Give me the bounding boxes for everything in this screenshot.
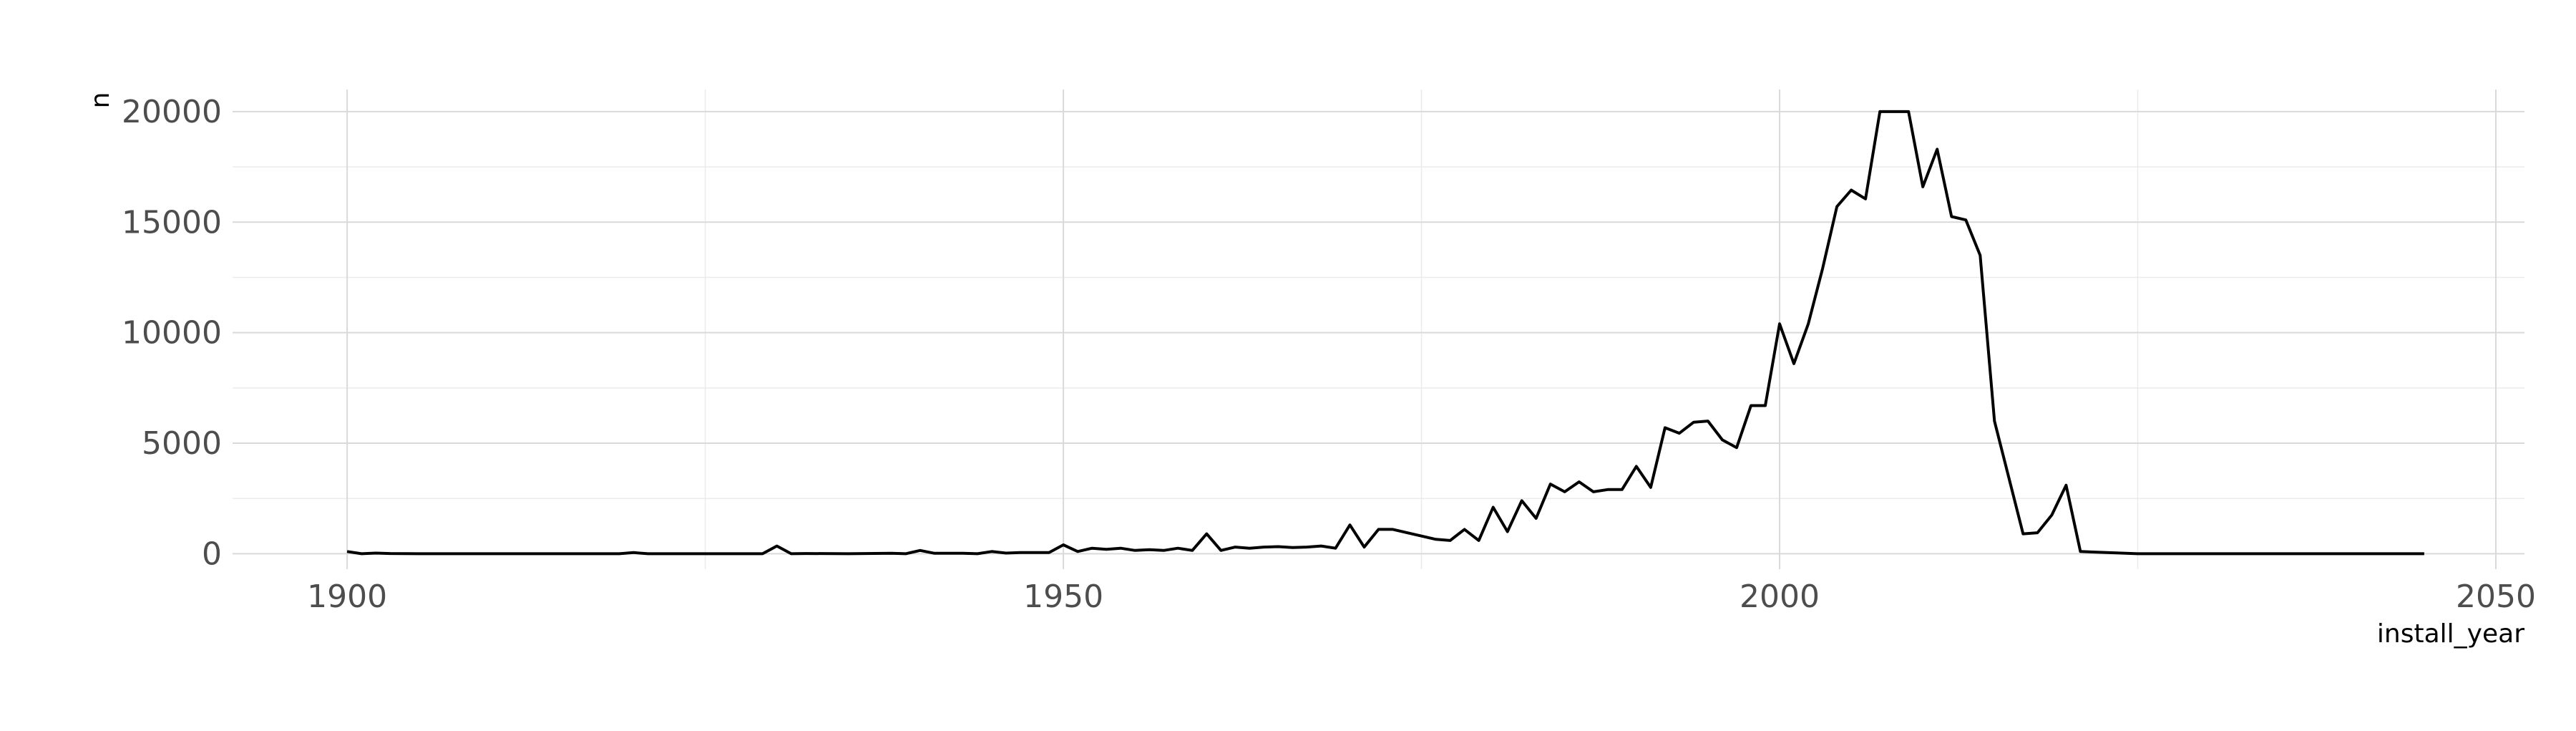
y-tick-label: 15000 (122, 204, 222, 241)
minor-gridlines (233, 89, 2524, 569)
x-tick-label: 2050 (2456, 578, 2536, 615)
y-tick-label: 20000 (122, 94, 222, 130)
x-tick-label: 1900 (307, 578, 387, 615)
x-tick-label: 2000 (1740, 578, 1820, 615)
x-axis-title: install_year (2377, 619, 2524, 649)
y-tick-label: 0 (202, 536, 222, 572)
major-gridlines (233, 89, 2524, 569)
series-line (346, 110, 2424, 556)
y-axis-tick-labels: 0 5000 10000 15000 20000 (122, 94, 222, 573)
y-axis-title: n (86, 92, 115, 109)
y-tick-label: 5000 (142, 425, 222, 462)
x-axis-tick-labels: 1900 1950 2000 2050 (307, 578, 2536, 615)
y-tick-label: 10000 (122, 315, 222, 352)
x-tick-label: 1950 (1023, 578, 1103, 615)
series-layer (346, 110, 2424, 556)
